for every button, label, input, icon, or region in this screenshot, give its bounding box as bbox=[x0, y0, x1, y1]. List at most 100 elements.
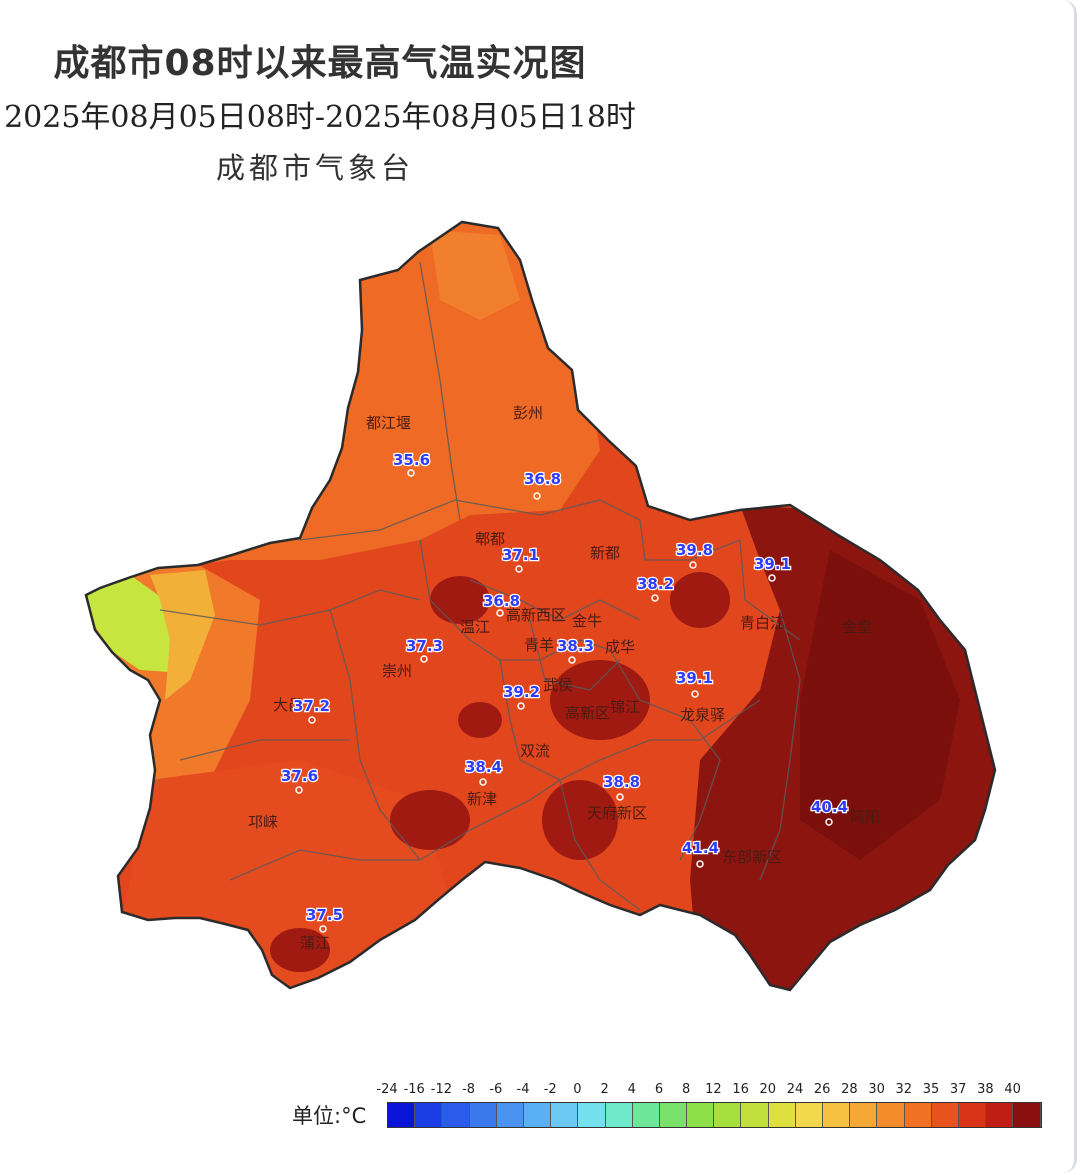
legend-tick-label: 26 bbox=[813, 1082, 831, 1097]
legend-tick-label: 32 bbox=[895, 1082, 913, 1097]
place-label: 温江 bbox=[460, 618, 490, 636]
legend-unit-label: 单位:°C bbox=[292, 1104, 367, 1128]
place-label: 简阳 bbox=[850, 808, 880, 826]
legend-swatch bbox=[632, 1103, 660, 1127]
station-temperature: 39.2 bbox=[503, 683, 540, 701]
place-label: 高新区 bbox=[565, 704, 610, 722]
station-temperature: 39.1 bbox=[676, 669, 713, 687]
station-marker bbox=[616, 793, 624, 801]
map-source: 成都市气象台 bbox=[215, 151, 414, 185]
station-temperature: 37.5 bbox=[306, 906, 343, 924]
legend-swatch bbox=[741, 1103, 769, 1127]
legend-swatch bbox=[605, 1103, 633, 1127]
legend-swatch bbox=[958, 1103, 987, 1127]
place-label: 崇州 bbox=[382, 662, 412, 680]
place-label: 新都 bbox=[590, 544, 620, 562]
station-marker bbox=[407, 469, 415, 477]
legend-swatch bbox=[714, 1103, 742, 1127]
station-temperature: 39.8 bbox=[676, 541, 713, 559]
place-label: 蒲江 bbox=[300, 934, 330, 952]
legend-tick-label: 37 bbox=[949, 1082, 967, 1097]
place-label: 邛崃 bbox=[248, 813, 278, 831]
legend-tick-label: 8 bbox=[682, 1082, 691, 1097]
legend-tick-label: -24 bbox=[376, 1082, 398, 1097]
legend-tick-label: 12 bbox=[705, 1082, 722, 1097]
legend-swatch bbox=[986, 1103, 1014, 1127]
district-boundary bbox=[469, 579, 641, 621]
district-boundary bbox=[639, 519, 801, 641]
station-temperature: 37.1 bbox=[502, 546, 539, 564]
station-marker bbox=[768, 574, 776, 582]
map-fill-north-light bbox=[430, 230, 520, 320]
place-label: 天府新区 bbox=[587, 804, 647, 822]
legend-swatch bbox=[687, 1103, 715, 1127]
station-temperature: 39.1 bbox=[754, 555, 791, 573]
place-label: 金堂 bbox=[842, 618, 872, 636]
station-marker bbox=[295, 786, 303, 794]
legend-swatch bbox=[795, 1103, 823, 1127]
map-fill-far-west bbox=[86, 575, 178, 672]
station-marker bbox=[517, 702, 525, 710]
legend-swatch bbox=[931, 1103, 959, 1127]
legend-tick-label: 0 bbox=[573, 1082, 582, 1097]
legend-tick-label: -8 bbox=[462, 1082, 476, 1097]
district-boundary bbox=[609, 649, 721, 861]
map-fill-hot-spot-6 bbox=[270, 928, 330, 972]
legend-swatch bbox=[578, 1103, 606, 1127]
station-marker bbox=[691, 690, 699, 698]
place-labels: 都江堰 彭州 郫都 新都 温江 高新西区 金牛 青羊 成华 青白江 金堂 崇州 … bbox=[248, 404, 880, 952]
place-label: 高新西区 bbox=[506, 606, 566, 624]
station-marker bbox=[308, 716, 316, 724]
station-temperature: 38.2 bbox=[637, 575, 674, 593]
temperature-map: 都江堰 彭州 郫都 新都 温江 高新西区 金牛 青羊 成华 青白江 金堂 崇州 … bbox=[84, 220, 997, 992]
legend-swatch bbox=[768, 1103, 796, 1127]
legend-tick-label: 6 bbox=[654, 1082, 664, 1097]
station-temperature: 36.8 bbox=[483, 592, 520, 610]
legend-tick-label: 35 bbox=[922, 1082, 940, 1097]
place-label: 新津 bbox=[467, 790, 497, 808]
district-boundary bbox=[299, 499, 641, 541]
legend-swatch bbox=[904, 1103, 932, 1127]
place-label: 青羊 bbox=[524, 636, 554, 654]
legend-swatch bbox=[551, 1103, 579, 1127]
legend-tick-labels: -24 -16 -12 -8 -6 -4 -2 0 2 4 6 8 12 16 20 24 26 28 30 32 35… bbox=[374, 1082, 1044, 1100]
station-temperature: 37.6 bbox=[281, 767, 318, 785]
map-title: 成都市08时以来最高气温实况图 bbox=[53, 43, 587, 84]
station-marker bbox=[515, 565, 523, 573]
legend-tick-label: 2 bbox=[600, 1082, 609, 1097]
station-temperature: 38.4 bbox=[465, 758, 502, 776]
map-fill-hot-spot-1 bbox=[430, 576, 490, 624]
station-temperatures: 35.6 36.8 37.1 39.8 39.1 38.2 36.8 37.3 … bbox=[280, 450, 850, 926]
station-marker bbox=[651, 594, 659, 602]
station-temperature: 38.8 bbox=[603, 773, 640, 791]
legend-swatch bbox=[823, 1103, 851, 1127]
legend-tick-label: -4 bbox=[516, 1082, 530, 1097]
legend-tick-label: -6 bbox=[489, 1082, 503, 1097]
station-marker bbox=[319, 925, 327, 933]
legend-tick-label: 20 bbox=[759, 1082, 777, 1097]
map-fill-hot-spot-4 bbox=[390, 790, 470, 850]
place-label: 郫都 bbox=[475, 530, 505, 548]
legend-tick-label: 28 bbox=[841, 1082, 858, 1097]
legend-tick-label: 38 bbox=[977, 1082, 994, 1097]
station-temperature: 36.8 bbox=[524, 470, 561, 488]
map-fill-hot-spot-7 bbox=[458, 702, 502, 738]
legend-tick-label: 16 bbox=[732, 1082, 749, 1097]
district-boundary bbox=[529, 619, 621, 691]
station-temperature: 37.3 bbox=[406, 637, 443, 655]
place-label: 武侯 bbox=[543, 676, 573, 694]
station-marker bbox=[496, 609, 504, 617]
map-fill-hot-spot-3 bbox=[670, 572, 730, 628]
place-label: 青白江 bbox=[740, 614, 785, 632]
district-boundaries bbox=[159, 261, 801, 911]
place-label: 双流 bbox=[520, 742, 550, 760]
legend-swatch bbox=[659, 1103, 688, 1127]
district-boundary bbox=[329, 609, 421, 861]
legend-tick-label: -12 bbox=[430, 1082, 453, 1097]
place-label: 成华 bbox=[605, 638, 635, 656]
station-marker bbox=[420, 655, 428, 663]
legend-swatch bbox=[415, 1103, 443, 1127]
station-temperature: 37.2 bbox=[293, 697, 330, 715]
legend-tick-label: 24 bbox=[786, 1082, 804, 1097]
